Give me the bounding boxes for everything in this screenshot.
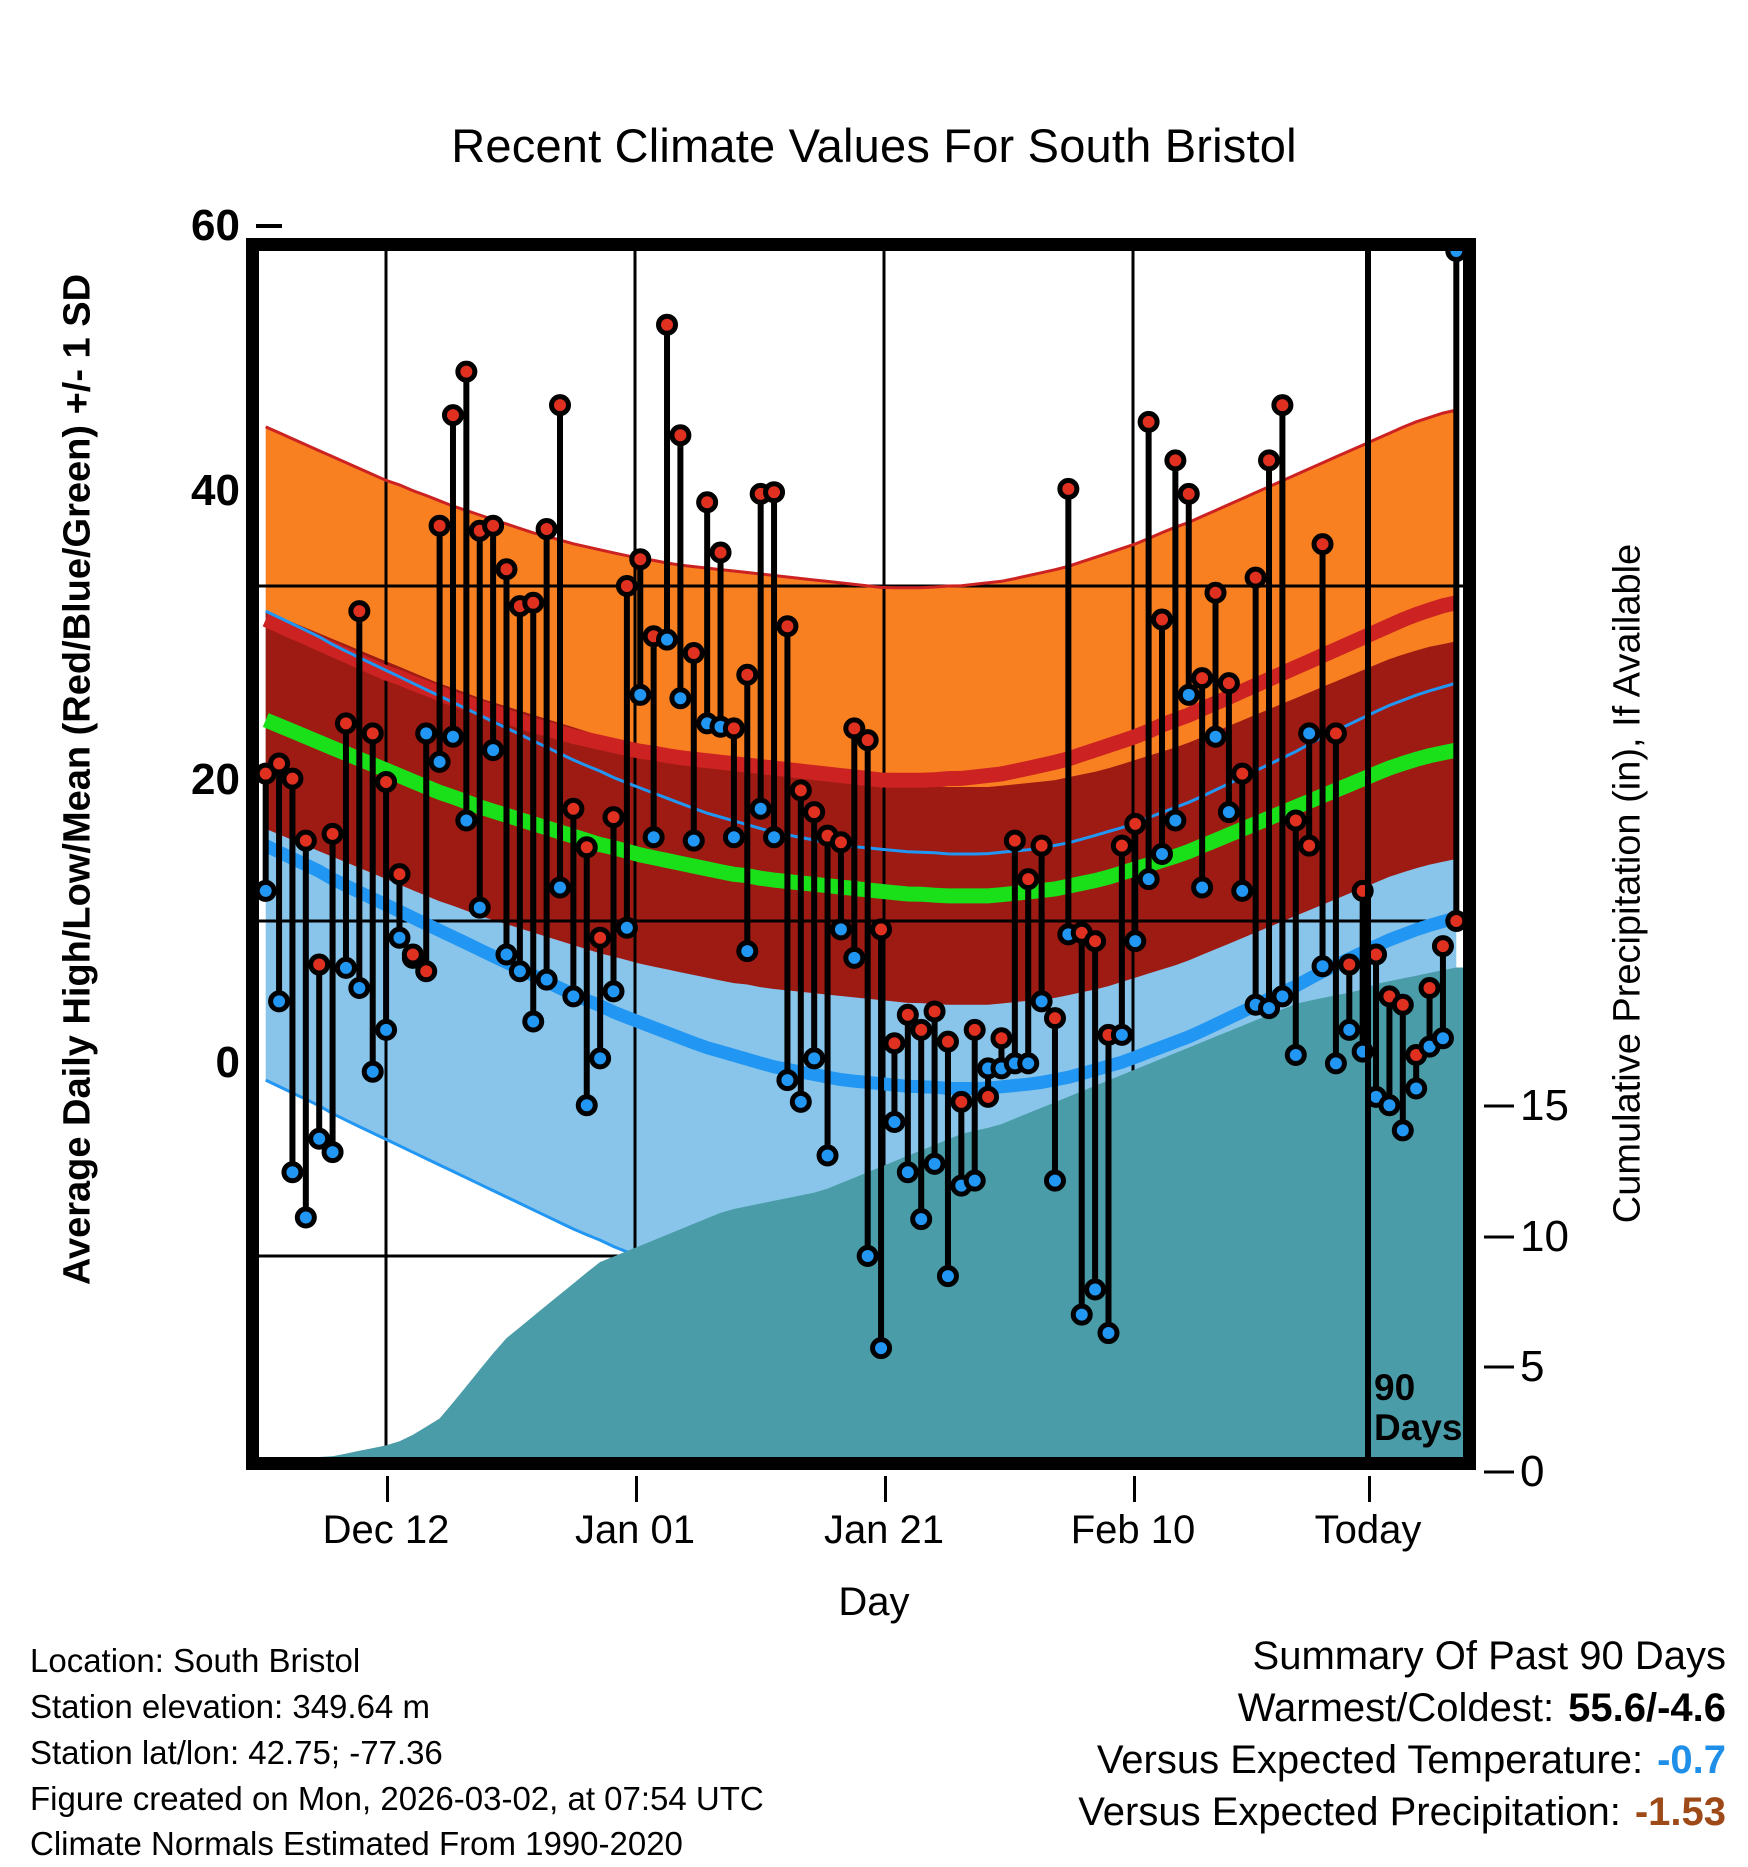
y-tick-right-10: 10 — [1484, 1212, 1660, 1261]
summary-precip-value: -1.53 — [1634, 1790, 1726, 1834]
x-tick-label-dec12: Dec 12 — [322, 1508, 450, 1552]
summary-warmest-coldest-label: Warmest/Coldest: — [1237, 1686, 1555, 1730]
annotation-line-2: Days — [1374, 1406, 1463, 1448]
x-tick-label-today: Today — [1314, 1508, 1422, 1552]
y-tick-right-label: 15 — [1520, 1081, 1569, 1130]
meta-latlon: Station lat/lon: 42.75; -77.36 — [30, 1733, 443, 1771]
climate-plot-svg — [259, 251, 1463, 1457]
y-axis-right-title: Cumulative Precipitation (in), If Availa… — [1606, 543, 1649, 1224]
y-tick-right-15: 15 — [1484, 1081, 1660, 1130]
climate-figure: Recent Climate Values For South Bristol … — [30, 119, 1726, 1862]
x-tick-mark — [1133, 1476, 1136, 1502]
y-tick-left-20: 20 — [60, 755, 282, 804]
y-tick-left-label: 60 — [191, 201, 240, 250]
y-tick-right-label: 5 — [1520, 1342, 1545, 1391]
page-title: Recent Climate Values For South Bristol — [451, 119, 1297, 172]
meta-normals: Climate Normals Estimated From 1990-2020 — [30, 1825, 683, 1863]
tick-mark — [1484, 1104, 1514, 1108]
tick-mark — [256, 224, 282, 228]
y-tick-left-0: 0 — [60, 1038, 282, 1087]
summary-warmest-coldest-row: Warmest/Coldest: 55.6/-4.6 — [1078, 1682, 1726, 1734]
summary-temp-label: Versus Expected Temperature: — [1096, 1738, 1644, 1782]
x-tick-mark — [1368, 1476, 1371, 1502]
metadata-block: Location: South Bristol Station elevatio… — [30, 1638, 764, 1867]
meta-elevation: Station elevation: 349.64 m — [30, 1687, 430, 1725]
summary-temp-value: -0.7 — [1657, 1738, 1726, 1782]
ninety-days-annotation: 90 Days — [1374, 1368, 1462, 1448]
summary-block: Summary Of Past 90 Days Warmest/Coldest:… — [1078, 1630, 1726, 1838]
x-tick-mark — [884, 1476, 887, 1502]
plot-area — [246, 238, 1476, 1470]
summary-precip-label: Versus Expected Precipitation: — [1078, 1790, 1621, 1834]
y-tick-right-5: 5 — [1484, 1342, 1660, 1391]
x-tick-label-feb10: Feb 10 — [1070, 1508, 1196, 1552]
tick-mark — [1484, 1235, 1514, 1239]
x-axis-title: Day — [838, 1580, 910, 1624]
annotation-line-1: 90 — [1374, 1367, 1416, 1408]
x-tick-mark — [386, 1476, 389, 1502]
y-tick-left-60: 60 — [60, 201, 282, 250]
plot-inner — [259, 251, 1463, 1457]
y-tick-right-label: 10 — [1520, 1212, 1569, 1261]
y-tick-left-label: 0 — [215, 1038, 240, 1087]
x-tick-label-jan21: Jan 21 — [823, 1508, 945, 1552]
x-tick-mark — [635, 1476, 638, 1502]
y-tick-right-0: 0 — [1484, 1447, 1660, 1496]
summary-precip-row: Versus Expected Precipitation: -1.53 — [1078, 1786, 1726, 1838]
summary-heading: Summary Of Past 90 Days — [1252, 1634, 1726, 1678]
summary-warmest-coldest-value: 55.6/-4.6 — [1568, 1686, 1726, 1730]
y-tick-right-label: 0 — [1520, 1447, 1545, 1496]
y-tick-left-label: 40 — [191, 466, 240, 515]
tick-mark — [1484, 1470, 1514, 1474]
x-tick-label-jan01: Jan 01 — [574, 1508, 696, 1552]
summary-temp-row: Versus Expected Temperature: -0.7 — [1078, 1734, 1726, 1786]
y-tick-left-40: 40 — [60, 466, 282, 515]
meta-created: Figure created on Mon, 2026-03-02, at 07… — [30, 1779, 764, 1817]
y-tick-left-label: 20 — [191, 755, 240, 804]
meta-location: Location: South Bristol — [30, 1642, 361, 1679]
tick-mark — [1484, 1365, 1514, 1369]
